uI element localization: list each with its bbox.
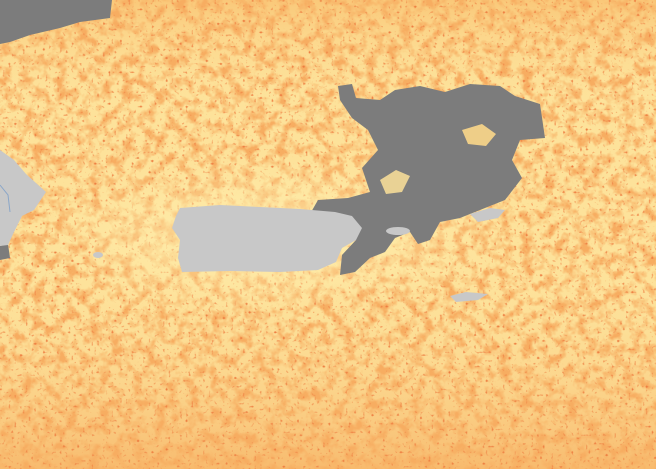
land-islet xyxy=(93,252,103,258)
cloud-gap xyxy=(380,170,410,194)
cloud-gap xyxy=(462,124,496,146)
cloud-mask xyxy=(0,244,10,260)
cloud-mask xyxy=(0,0,112,44)
land-vieques xyxy=(386,227,410,235)
land-puerto-rico xyxy=(172,205,362,272)
land-st-croix xyxy=(450,292,488,302)
land-virgin-islands xyxy=(470,208,505,222)
river xyxy=(0,184,11,213)
land-hispaniola xyxy=(0,150,46,246)
